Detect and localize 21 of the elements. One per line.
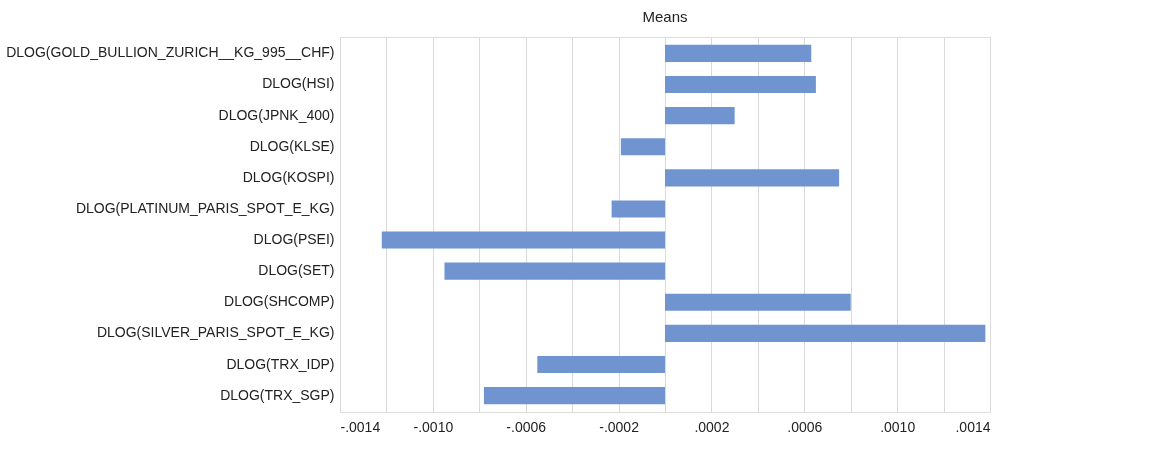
x-tick-label: .0014 <box>955 418 991 435</box>
chart-title: Means <box>642 8 688 25</box>
y-tick-label: DLOG(PSEI) <box>253 231 335 248</box>
x-tick-label: -.0006 <box>506 418 547 435</box>
x-tick-label: .0010 <box>880 418 916 435</box>
y-tick-label: DLOG(TRX_SGP) <box>220 386 335 403</box>
y-tick-label: DLOG(SHCOMP) <box>224 293 335 310</box>
y-tick-label: DLOG(KLSE) <box>249 137 335 154</box>
y-tick-label: DLOG(JPNK_400) <box>218 106 335 123</box>
y-tick-label: DLOG(PLATINUM_PARIS_SPOT_E_KG) <box>75 199 335 216</box>
x-tick-label: .0006 <box>787 418 823 435</box>
y-tick-label: DLOG(TRX_IDP) <box>226 355 335 372</box>
y-tick-label: DLOG(SILVER_PARIS_SPOT_E_KG) <box>96 324 335 341</box>
y-tick-label: DLOG(KOSPI) <box>242 168 335 185</box>
x-tick-label: -.0002 <box>599 418 640 435</box>
y-tick-label: DLOG(SET) <box>258 262 335 279</box>
y-tick-label: DLOG(HSI) <box>262 75 335 92</box>
x-tick-label: .0002 <box>694 418 730 435</box>
x-tick-label: -.0014 <box>340 418 381 435</box>
x-tick-label: -.0010 <box>413 418 454 435</box>
y-tick-label: DLOG(GOLD_BULLION_ZURICH__KG_995__CHF) <box>6 44 335 61</box>
